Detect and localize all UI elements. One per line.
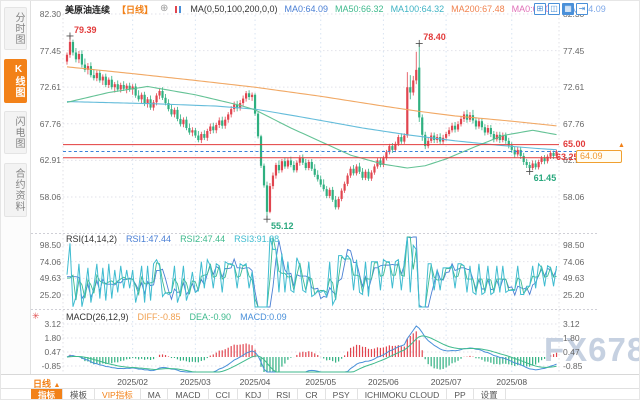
rsi-header: RSI(14,14,2) RSI1:47.44 RSI2:47.44 RSI3:91…: [66, 234, 279, 244]
tab-MA[interactable]: MA: [141, 389, 169, 399]
ma-value-label: MA50:66.32: [335, 4, 384, 14]
rsi-axis-label: 25.20: [563, 289, 585, 300]
rsi-values-group: RSI1:47.44 RSI2:47.44 RSI3:91.38: [126, 234, 279, 244]
price-axis-label: 77.45: [39, 45, 61, 56]
sidebar-item-1[interactable]: 分时图: [4, 7, 27, 50]
rsi-axis-label: 25.20: [39, 289, 61, 300]
period-dropdown-label: 日线: [33, 379, 52, 389]
macd-axis-label: -0.85: [41, 361, 61, 371]
rsi-axis-label: 49.63: [39, 273, 61, 284]
price-axis-label: 62.91: [39, 155, 61, 166]
ma-settings-label: MA(0,50,100,200,0,0): [190, 4, 278, 14]
tab-模板[interactable]: 模板: [63, 389, 96, 399]
tab-CR[interactable]: CR: [298, 389, 326, 399]
tab-VIP指标[interactable]: VIP指标: [95, 389, 141, 399]
date-axis-label: 2025/04: [239, 377, 271, 387]
macd-axis-label: 1.80: [563, 332, 580, 343]
ma-value-label: MA200:67.48: [451, 4, 505, 14]
price-annotation: 61.45: [533, 173, 557, 184]
tab-指标[interactable]: 指标: [31, 389, 64, 399]
period-tag: 【日线】: [117, 4, 154, 15]
watermark: FX678: [544, 331, 640, 368]
price-axis-label: 72.61: [563, 82, 585, 93]
macd-value-label: MACD:0.09: [240, 312, 287, 322]
window-icons-group: ⊞ ◫ ▦ ⇥: [534, 3, 588, 15]
rsi-value-label: RSI3:91.38: [234, 234, 280, 244]
tab-ICHIMOKU CLOUD[interactable]: ICHIMOKU CLOUD: [358, 389, 448, 399]
price-annotation: 55.12: [270, 221, 294, 232]
date-axis-row: 日线 ▲ 2025/02 2025/03 2025/04 2025/05 2025/06…: [1, 374, 639, 390]
level-label: 63.25: [556, 151, 579, 162]
price-axis-label: 62.91: [563, 155, 585, 166]
macd-axis-label: 3.12: [44, 319, 61, 329]
date-axis-label: 2025/07: [430, 377, 462, 387]
date-axis-label: 2025/03: [179, 377, 211, 387]
side-panel-icon[interactable]: ⇥: [576, 3, 588, 15]
price-axis-label: 67.76: [39, 118, 61, 129]
rsi-axis-label: 74.06: [39, 256, 61, 267]
rsi-value-label: RSI2:47.44: [180, 234, 226, 244]
chart-titlebar: 美原油连续 【日线】 ⊕ MA(0,50,100,200,0,0) MA0:64…: [65, 3, 606, 15]
tab-设置[interactable]: 设置: [474, 389, 506, 399]
macd-axis-label: -0.85: [563, 361, 583, 371]
tab-PSY[interactable]: PSY: [326, 389, 358, 399]
indicator-settings-icon[interactable]: ✳: [32, 311, 40, 321]
sidebar-item-3[interactable]: 闪电图: [4, 111, 27, 154]
macd-value-label: DIFF:-0.85: [137, 312, 181, 322]
add-indicator-icon[interactable]: ⊕: [160, 3, 169, 14]
date-axis-label: 2025/05: [305, 377, 337, 387]
date-axis-label: 2025/08: [496, 377, 528, 387]
tab-RSI[interactable]: RSI: [269, 389, 299, 399]
ma-value-label: MA0:64.09: [284, 4, 329, 14]
rsi-axis-label: 98.50: [563, 240, 585, 250]
tab-KDJ[interactable]: KDJ: [238, 389, 270, 399]
ma-value-label: MA100:64.32: [390, 4, 445, 14]
rsi-value-label: RSI1:47.44: [126, 234, 172, 244]
date-axis-label: 2025/06: [368, 377, 399, 387]
macd-axis-label: 0.47: [563, 347, 580, 358]
period-dropdown-arrow-icon: ▲: [53, 382, 61, 389]
price-axis-label: 58.06: [39, 191, 61, 202]
price-annotation: 79.39: [73, 24, 97, 35]
rsi-axis-label: 98.50: [39, 240, 61, 250]
price-axis-label: 77.45: [563, 45, 585, 56]
macd-title: MACD(26,12,9): [66, 312, 129, 322]
sidebar-item-4[interactable]: 合约资料: [4, 163, 27, 217]
macd-axis-label: 1.80: [44, 332, 61, 343]
ma-indicator-icon: [175, 5, 183, 14]
level-label: 65.00: [563, 138, 586, 149]
rsi-axis-label: 49.63: [563, 273, 585, 284]
period-dropdown[interactable]: 日线 ▲: [33, 377, 60, 390]
macd-header: MACD(26,12,9) DIFF:-0.85 DEA:-0.90 MACD:0.…: [66, 312, 287, 322]
layout-grid-icon[interactable]: ⊞: [534, 3, 546, 15]
rsi-axis-label: 74.06: [563, 256, 585, 267]
macd-axis-label: 3.12: [563, 319, 580, 329]
price-axis-label: 82.30: [39, 9, 61, 19]
rsi-title: RSI(14,14,2): [66, 234, 118, 244]
ma-value-label: MA0:64.09: [512, 4, 556, 14]
sidebar-item-2[interactable]: K线图: [4, 59, 27, 103]
indicator-tabbar: 指标 模板 VIP指标 MA MACD CCI KDJ RSI CR PSY ICHIMOKU CL…: [1, 388, 639, 399]
price-annotation: 78.40: [423, 32, 446, 43]
macd-values-group: DIFF:-0.85 DEA:-0.90 MACD:0.09: [138, 312, 287, 322]
line-chart-icon[interactable]: ◫: [548, 3, 560, 15]
tab-CCI[interactable]: CCI: [209, 389, 239, 399]
tab-PP[interactable]: PP: [447, 389, 474, 399]
price-up-arrow-icon: ▲: [618, 142, 625, 149]
macd-axis-label: 0.47: [44, 347, 61, 358]
current-price-box: 64.09: [576, 150, 622, 163]
left-sidebar: 分时图 K线图闪电图合约资料: [1, 1, 31, 374]
tab-MACD[interactable]: MACD: [168, 389, 209, 399]
symbol-name: 美原油连续: [65, 4, 111, 15]
candlestick-chart-icon[interactable]: ▦: [562, 3, 574, 15]
price-axis-label: 58.06: [563, 191, 585, 202]
macd-value-label: DEA:-0.90: [189, 312, 232, 322]
date-axis-label: 2025/02: [117, 377, 149, 387]
price-axis-label: 72.61: [39, 82, 61, 93]
price-axis-label: 67.76: [563, 118, 585, 129]
